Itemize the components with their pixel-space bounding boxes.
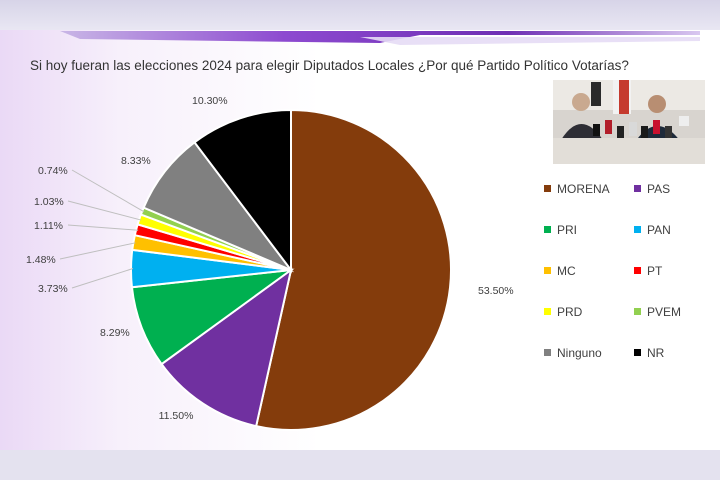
data-label-ninguno: 8.33% bbox=[121, 155, 151, 167]
legend-item-ninguno: Ninguno bbox=[544, 346, 602, 360]
chart-title: Si hoy fueran las elecciones 2024 para e… bbox=[30, 58, 629, 73]
legend-label-pan: PAN bbox=[647, 223, 671, 237]
legend-swatch-prd bbox=[544, 308, 551, 316]
legend-swatch-pvem bbox=[634, 308, 641, 316]
legend-label-prd: PRD bbox=[557, 305, 583, 319]
legend-label-mc: MC bbox=[557, 264, 576, 278]
pie-slice-nr bbox=[193, 108, 292, 273]
leader-line-pan bbox=[71, 268, 134, 289]
data-label-pt: 1.11% bbox=[34, 220, 63, 232]
data-label-nr: 10.30% bbox=[192, 95, 228, 107]
leader-line-pt bbox=[67, 224, 139, 231]
legend-item-pvem: PVEM bbox=[634, 305, 681, 319]
legend-swatch-nr bbox=[634, 349, 641, 357]
legend-swatch-ninguno bbox=[544, 349, 551, 357]
legend-swatch-morena bbox=[544, 185, 551, 193]
legend-item-pt: PT bbox=[634, 264, 662, 278]
decorative-ribbon bbox=[60, 31, 700, 45]
legend-label-nr: NR bbox=[647, 346, 665, 360]
legend-label-pvem: PVEM bbox=[647, 305, 682, 319]
legend-item-prd: PRD bbox=[544, 305, 582, 319]
legend-item-morena: MORENA bbox=[544, 182, 610, 196]
data-label-pan: 3.73% bbox=[38, 283, 68, 295]
leader-line-mc bbox=[59, 242, 136, 260]
data-label-pas: 11.50% bbox=[159, 410, 194, 422]
leader-line-pvem bbox=[71, 169, 145, 213]
legend-label-pri: PRI bbox=[557, 223, 578, 237]
legend-item-mc: MC bbox=[544, 264, 576, 278]
legend-label-pt: PT bbox=[647, 264, 663, 278]
data-label-pvem: 0.74% bbox=[38, 165, 68, 177]
pie-slice-morena bbox=[254, 108, 452, 431]
legend-item-pas: PAS bbox=[634, 182, 670, 196]
legend-label-pas: PAS bbox=[647, 182, 671, 196]
press-conference-photo bbox=[553, 80, 705, 164]
legend-item-nr: NR bbox=[634, 346, 664, 360]
legend-swatch-mc bbox=[544, 267, 551, 275]
data-label-prd: 1.03% bbox=[34, 196, 64, 208]
data-label-pri: 8.29% bbox=[100, 327, 130, 339]
data-label-morena: 53.50% bbox=[478, 285, 514, 297]
legend-label-ninguno: Ninguno bbox=[557, 346, 602, 360]
legend-swatch-pri bbox=[544, 226, 551, 234]
legend-swatch-pan bbox=[634, 226, 641, 234]
leader-line-prd bbox=[67, 200, 142, 221]
pie-slice-pas bbox=[160, 267, 293, 428]
top-band bbox=[0, 0, 720, 30]
data-label-mc: 1.48% bbox=[26, 254, 56, 266]
legend-label-morena: MORENA bbox=[557, 182, 610, 196]
legend-item-pri: PRI bbox=[544, 223, 577, 237]
legend-swatch-pas bbox=[634, 185, 641, 193]
legend-item-pan: PAN bbox=[634, 223, 671, 237]
legend-swatch-pt bbox=[634, 267, 641, 275]
bottom-band bbox=[0, 450, 720, 480]
